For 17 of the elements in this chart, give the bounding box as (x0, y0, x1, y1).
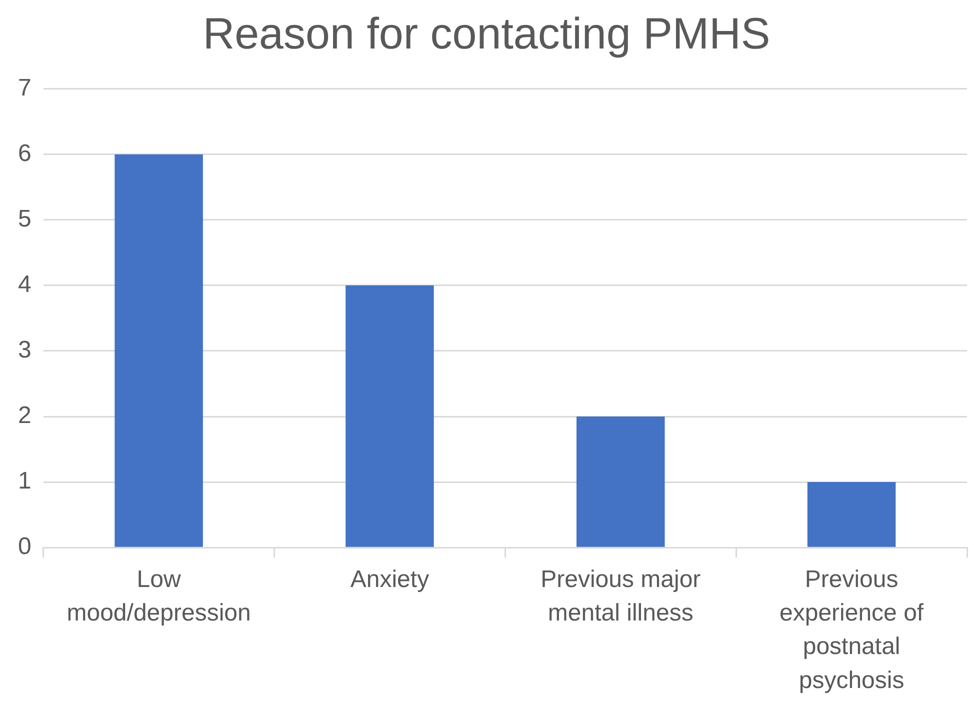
y-tick-label: 3 (18, 336, 32, 364)
y-tick-label: 2 (18, 402, 32, 430)
x-tick-label: Previous major mental illness (540, 566, 701, 627)
bar (576, 416, 665, 547)
x-tick-label: Low mood/depression (66, 566, 251, 627)
chart-title: Reason for contacting PMHS (202, 10, 770, 59)
y-tick-label: 6 (18, 140, 32, 167)
y-tick-label: 4 (18, 271, 32, 298)
y-tick-label: 5 (18, 206, 32, 233)
bar (346, 285, 434, 547)
x-tick-label: Anxiety (350, 566, 430, 594)
y-tick-label: 0 (18, 533, 32, 560)
bar (114, 154, 203, 547)
y-tick-label: 1 (18, 468, 32, 495)
bar (807, 482, 896, 547)
x-tick-label: Previous experience of postnatal psychosis (779, 566, 924, 694)
y-tick-label: 7 (18, 74, 32, 102)
